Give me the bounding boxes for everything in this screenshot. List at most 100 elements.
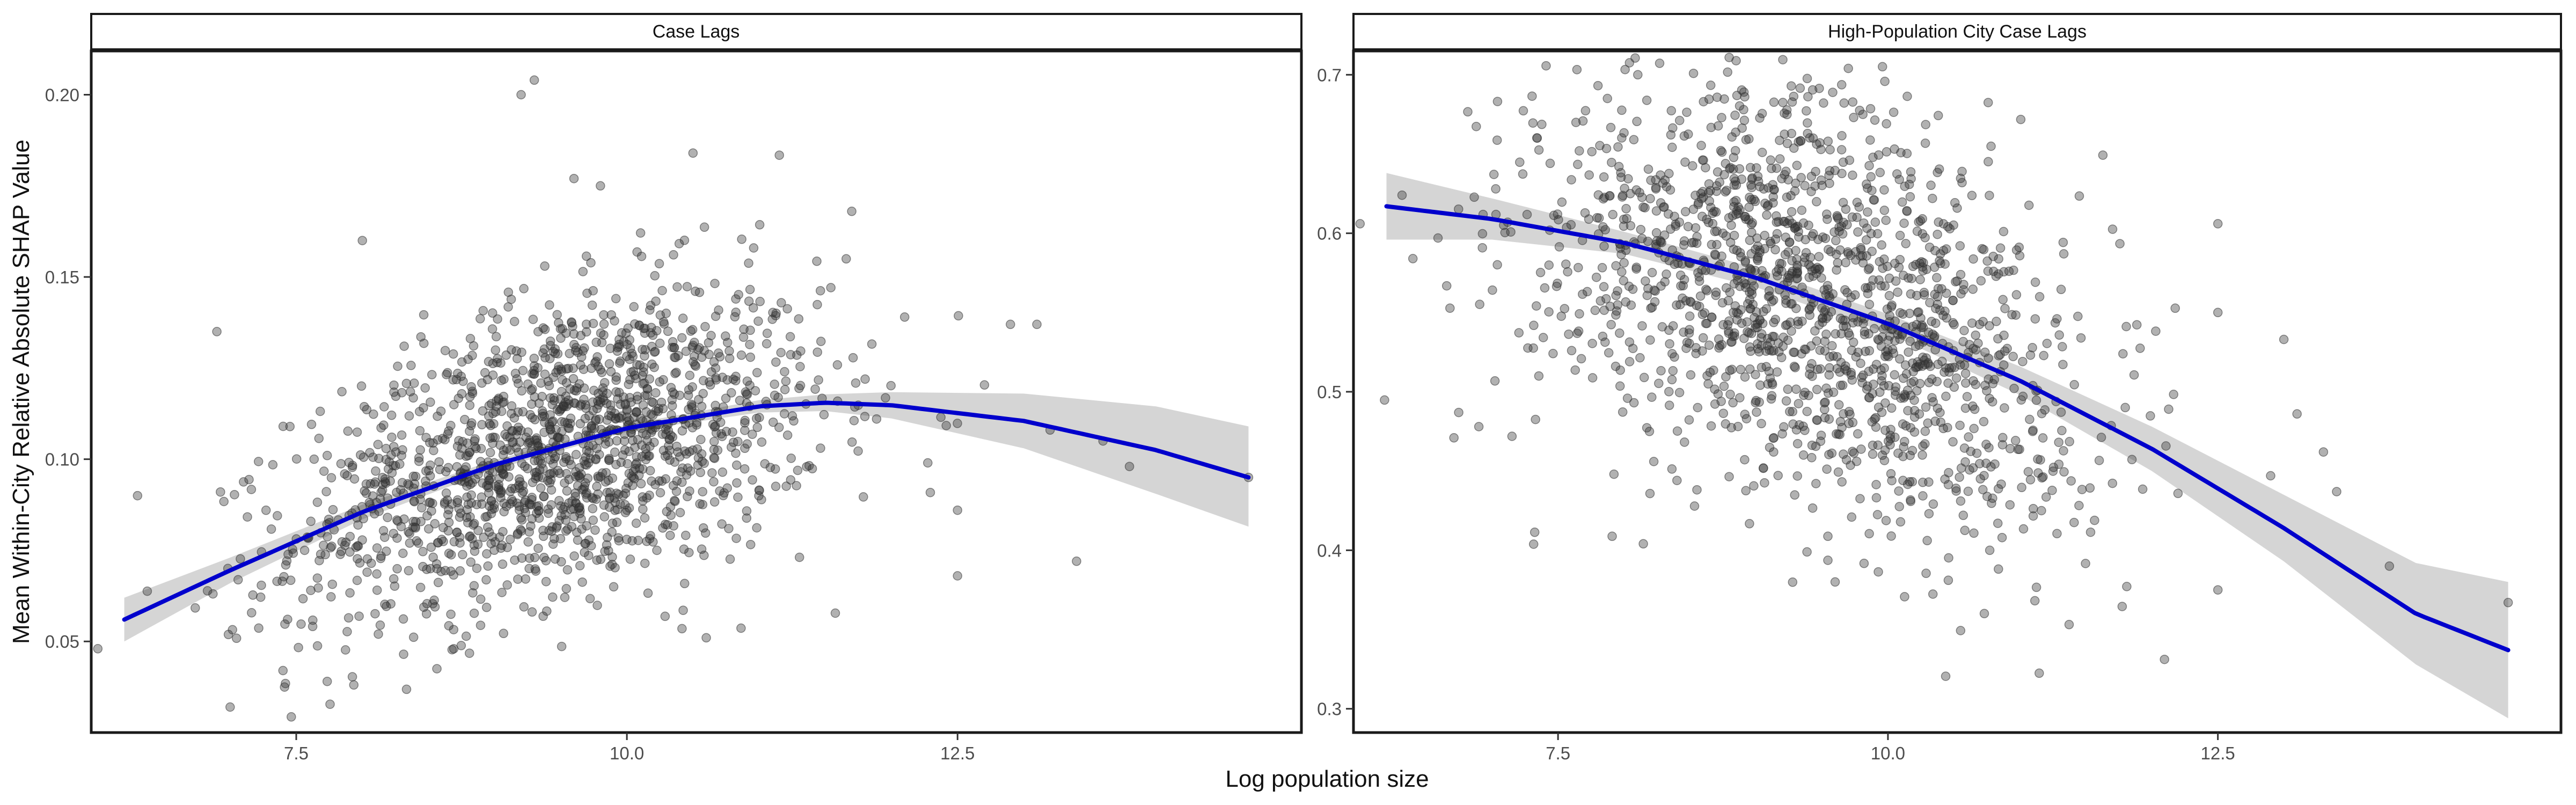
data-point — [1752, 163, 1761, 173]
data-point — [482, 549, 492, 559]
data-point — [409, 479, 420, 489]
data-point — [1898, 419, 1908, 429]
data-point — [1747, 174, 1757, 184]
data-point — [583, 473, 593, 483]
data-point — [560, 502, 570, 512]
data-point — [563, 524, 573, 534]
data-point — [1732, 91, 1742, 100]
data-point — [1683, 222, 1693, 231]
data-point — [1544, 260, 1554, 270]
data-point — [1921, 568, 1931, 579]
data-point — [577, 524, 587, 534]
data-point — [792, 481, 801, 491]
data-point — [588, 515, 598, 525]
data-point — [1832, 429, 1841, 439]
data-point — [731, 460, 742, 470]
data-point — [1830, 577, 1840, 587]
data-point — [1688, 204, 1699, 214]
data-point — [923, 458, 933, 468]
data-point — [1933, 167, 1942, 178]
data-point — [523, 379, 533, 389]
data-point — [699, 346, 709, 356]
data-point — [678, 463, 687, 473]
data-point — [589, 385, 599, 396]
data-point — [1791, 246, 1801, 255]
data-point — [1831, 329, 1840, 339]
data-point — [1645, 488, 1655, 499]
data-point — [1928, 499, 1938, 509]
data-point — [1697, 155, 1708, 165]
data-point — [709, 436, 719, 447]
data-point — [491, 481, 501, 491]
data-point — [724, 524, 734, 533]
data-point — [631, 518, 641, 528]
data-point — [1979, 416, 1989, 427]
data-point — [1811, 479, 1821, 488]
data-point — [530, 456, 539, 466]
data-point — [507, 401, 517, 411]
data-point — [596, 181, 605, 191]
data-point — [1747, 228, 1757, 237]
data-point — [1688, 161, 1697, 171]
data-point — [458, 376, 468, 386]
data-point — [2138, 484, 2148, 494]
data-point — [550, 554, 560, 564]
data-point — [1960, 525, 1970, 536]
data-point — [1785, 407, 1795, 416]
data-point — [953, 505, 962, 515]
data-point — [517, 515, 527, 525]
data-point — [1598, 331, 1608, 341]
data-point — [243, 512, 252, 522]
data-point — [1355, 219, 1365, 229]
data-point — [733, 492, 743, 502]
data-point — [533, 543, 543, 553]
data-point — [444, 504, 453, 515]
data-point — [814, 375, 823, 385]
data-point — [2279, 334, 2289, 345]
data-point — [1737, 318, 1747, 328]
data-point — [709, 357, 719, 367]
data-point — [748, 429, 757, 439]
data-point — [1990, 459, 2000, 469]
data-point — [306, 420, 317, 429]
data-point — [517, 386, 526, 396]
data-point — [1987, 499, 1996, 508]
data-point — [1907, 274, 1916, 283]
data-point — [1492, 97, 1503, 106]
data-point — [470, 434, 480, 444]
data-point — [1729, 202, 1739, 211]
data-point — [1857, 251, 1868, 261]
data-point — [1968, 284, 1978, 294]
data-point — [1696, 141, 1706, 150]
data-point — [1858, 370, 1868, 380]
data-point — [1760, 478, 1769, 488]
data-point — [560, 592, 570, 602]
data-point — [1617, 133, 1627, 143]
data-point — [1800, 181, 1810, 191]
data-point — [510, 369, 521, 378]
data-point — [1914, 307, 1923, 317]
data-point — [425, 497, 435, 507]
data-point — [568, 374, 579, 384]
data-point — [1575, 146, 1584, 156]
data-point — [1895, 334, 1905, 344]
data-point — [1855, 494, 1865, 503]
data-point — [2170, 303, 2180, 313]
data-point — [398, 548, 408, 558]
data-point — [1893, 448, 1903, 458]
data-point — [1798, 421, 1808, 431]
data-point — [979, 380, 990, 390]
data-point — [373, 440, 383, 450]
data-point — [1580, 106, 1591, 116]
data-point — [1902, 479, 1913, 489]
data-point — [341, 537, 351, 547]
data-point — [1821, 313, 1831, 324]
data-point — [679, 544, 689, 554]
data-point — [1737, 123, 1747, 133]
data-point — [1757, 148, 1767, 157]
data-point — [588, 318, 598, 328]
data-point — [609, 582, 619, 592]
data-point — [590, 423, 599, 433]
data-point — [611, 294, 621, 304]
data-point — [1786, 299, 1796, 309]
